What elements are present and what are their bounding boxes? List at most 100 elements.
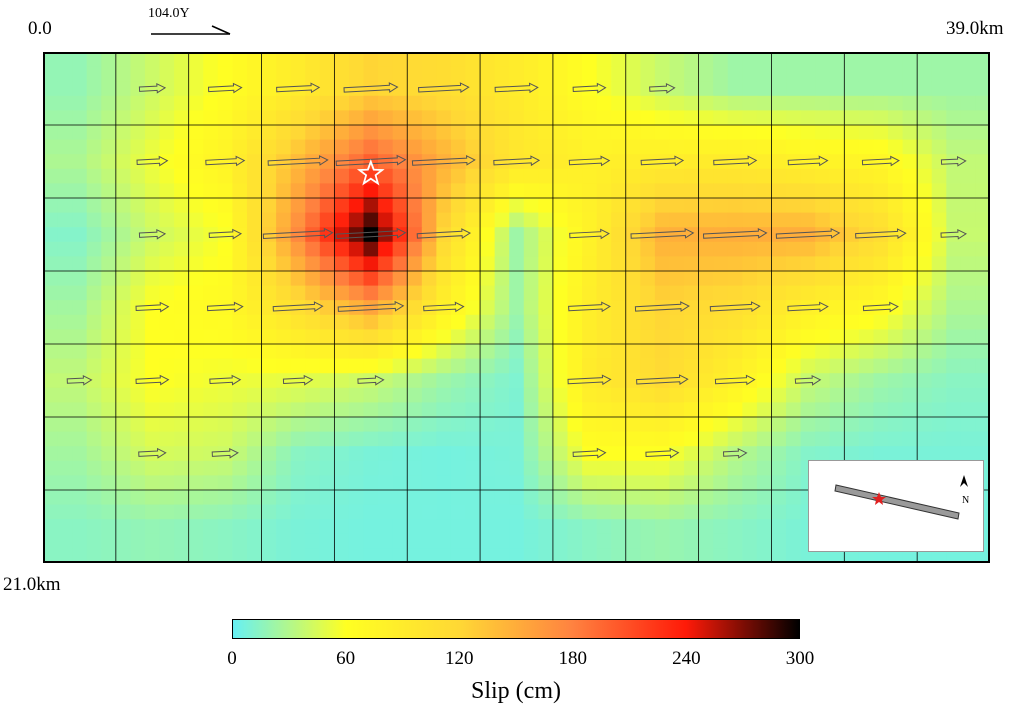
slip-pixel xyxy=(771,95,787,111)
slip-pixel xyxy=(844,81,860,97)
slip-pixel xyxy=(902,183,918,199)
slip-pixel xyxy=(611,139,627,155)
slip-pixel xyxy=(436,198,452,214)
slip-pixel xyxy=(523,431,539,447)
slip-pixel xyxy=(217,490,233,506)
slip-pixel xyxy=(538,387,554,403)
slip-pixel xyxy=(494,139,510,155)
slip-pixel xyxy=(800,198,816,214)
slip-pixel xyxy=(43,475,59,491)
slip-pixel xyxy=(72,256,88,272)
slip-pixel xyxy=(57,533,73,549)
slip-pixel xyxy=(829,548,845,563)
slip-pixel xyxy=(873,66,889,82)
slip-pixel xyxy=(552,95,569,111)
slip-pixel xyxy=(727,373,743,389)
slip-vector-arrow xyxy=(337,300,405,312)
slip-pixel xyxy=(844,241,860,257)
slip-pixel xyxy=(742,431,758,447)
slip-pixel xyxy=(567,373,583,389)
slip-pixel xyxy=(450,212,467,228)
slip-pixel xyxy=(917,66,933,82)
slip-pixel xyxy=(305,81,321,97)
slip-pixel xyxy=(334,504,350,520)
slip-pixel xyxy=(217,183,233,199)
slip-pixel xyxy=(698,358,714,374)
slip-pixel xyxy=(319,227,335,243)
slip-pixel xyxy=(509,125,525,141)
slip-pixel xyxy=(625,66,641,82)
slip-pixel xyxy=(829,271,845,287)
slip-pixel xyxy=(43,52,59,68)
slip-pixel xyxy=(640,271,656,287)
slip-pixel xyxy=(334,446,350,462)
slip-pixel xyxy=(378,446,394,462)
slip-pixel xyxy=(640,95,656,111)
slip-pixel xyxy=(261,198,277,214)
slip-pixel xyxy=(684,402,700,418)
slip-pixel xyxy=(494,373,510,389)
slip-pixel xyxy=(742,52,758,68)
slip-pixel xyxy=(305,417,321,433)
slip-pixel xyxy=(684,533,700,549)
slip-pixel xyxy=(480,139,496,155)
slip-pixel xyxy=(582,81,598,97)
slip-pixel xyxy=(654,256,671,272)
slip-pixel xyxy=(858,212,875,228)
slip-pixel xyxy=(159,460,175,476)
slip-pixel xyxy=(144,227,161,243)
slip-pixel xyxy=(917,285,933,301)
slip-pixel xyxy=(902,358,918,374)
strike-direction-arrow-icon xyxy=(151,25,231,35)
slip-pixel xyxy=(450,168,467,184)
slip-pixel xyxy=(101,373,117,389)
slip-pixel xyxy=(348,329,365,345)
slip-pixel xyxy=(829,154,845,170)
slip-pixel xyxy=(348,81,365,97)
slip-pixel xyxy=(844,95,860,111)
slip-pixel xyxy=(159,271,175,287)
slip-pixel xyxy=(713,241,729,257)
slip-pixel xyxy=(174,227,190,243)
slip-pixel xyxy=(596,358,612,374)
slip-pixel xyxy=(800,256,816,272)
slip-pixel xyxy=(844,387,860,403)
slip-pixel xyxy=(669,285,685,301)
slip-pixel xyxy=(392,373,408,389)
slip-pixel xyxy=(290,110,306,126)
slip-pixel xyxy=(625,52,641,68)
slip-pixel xyxy=(115,533,132,549)
slip-pixel xyxy=(174,314,190,330)
slip-pixel xyxy=(756,212,773,228)
slip-pixel xyxy=(611,300,627,316)
slip-pixel xyxy=(742,329,758,345)
slip-pixel xyxy=(480,95,496,111)
slip-pixel xyxy=(815,285,831,301)
slip-pixel xyxy=(159,198,175,214)
slip-pixel xyxy=(130,417,146,433)
slip-pixel xyxy=(465,110,481,126)
slip-pixel xyxy=(713,256,729,272)
slip-pixel xyxy=(771,344,787,360)
slip-pixel xyxy=(130,490,146,506)
slip-pixel xyxy=(873,95,889,111)
slip-pixel xyxy=(348,66,365,82)
slip-pixel xyxy=(101,183,117,199)
slip-pixel xyxy=(567,256,583,272)
slip-pixel xyxy=(552,490,569,506)
slip-pixel xyxy=(975,52,990,68)
slip-pixel xyxy=(86,490,102,506)
slip-pixel xyxy=(931,183,947,199)
slip-pixel xyxy=(43,417,59,433)
slip-pixel xyxy=(684,314,700,330)
slip-pixel xyxy=(640,241,656,257)
slip-pixel xyxy=(698,183,714,199)
slip-pixel xyxy=(611,519,627,535)
slip-distribution-heatmap xyxy=(43,52,990,563)
slip-pixel xyxy=(494,402,510,418)
slip-pixel xyxy=(771,125,787,141)
slip-pixel xyxy=(654,490,671,506)
slip-pixel xyxy=(756,533,773,549)
slip-pixel xyxy=(654,431,671,447)
slip-pixel xyxy=(523,81,539,97)
